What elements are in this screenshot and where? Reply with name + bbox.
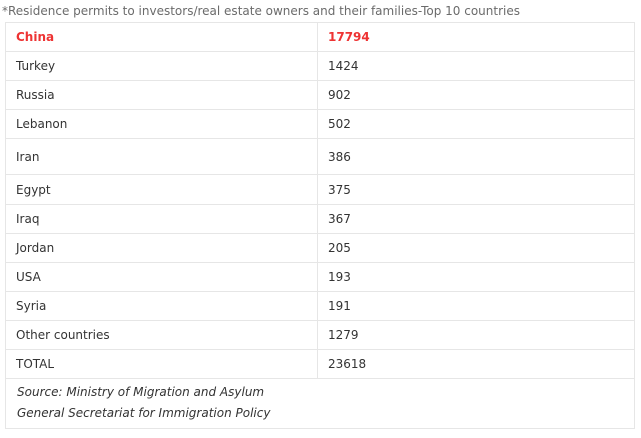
table-row: Iraq 367 — [5, 204, 635, 234]
value-cell: 1279 — [317, 320, 635, 350]
country-cell: Other countries — [5, 320, 318, 350]
country-cell: Jordan — [5, 233, 318, 263]
country-cell: Iran — [5, 138, 318, 175]
table-row: Turkey 1424 — [5, 51, 635, 81]
value-cell: 367 — [317, 204, 635, 234]
source-note: Source: Ministry of Migration and Asylum… — [5, 378, 635, 429]
value-cell: 191 — [317, 291, 635, 321]
table-caption: *Residence permits to investors/real est… — [2, 4, 520, 18]
value-cell: 375 — [317, 174, 635, 205]
country-cell: USA — [5, 262, 318, 292]
value-cell: 902 — [317, 80, 635, 110]
table-row: Other countries 1279 — [5, 320, 635, 350]
table-row: Syria 191 — [5, 291, 635, 321]
country-cell: Egypt — [5, 174, 318, 205]
country-cell: Syria — [5, 291, 318, 321]
value-cell: 386 — [317, 138, 635, 175]
source-line: General Secretariat for Immigration Poli… — [17, 406, 271, 420]
country-cell: Iraq — [5, 204, 318, 234]
table-row: Russia 902 — [5, 80, 635, 110]
table-row: Jordan 205 — [5, 233, 635, 263]
country-cell: Turkey — [5, 51, 318, 81]
table-row: Iran 386 — [5, 138, 635, 175]
value-cell: 23618 — [317, 349, 635, 379]
country-cell: TOTAL — [5, 349, 318, 379]
value-cell: 193 — [317, 262, 635, 292]
table-row: USA 193 — [5, 262, 635, 292]
value-cell: 1424 — [317, 51, 635, 81]
table-row-total: TOTAL 23618 — [5, 349, 635, 379]
table-row: Egypt 375 — [5, 174, 635, 205]
value-cell: 17794 — [317, 22, 635, 52]
table-row: Lebanon 502 — [5, 109, 635, 139]
country-cell: Lebanon — [5, 109, 318, 139]
value-cell: 205 — [317, 233, 635, 263]
country-cell: Russia — [5, 80, 318, 110]
value-cell: 502 — [317, 109, 635, 139]
country-cell: China — [5, 22, 318, 52]
source-line: Source: Ministry of Migration and Asylum — [17, 385, 265, 399]
table-row-highlighted: China 17794 — [5, 22, 635, 52]
residence-permits-table: China 17794 Turkey 1424 Russia 902 Leban… — [5, 22, 635, 379]
